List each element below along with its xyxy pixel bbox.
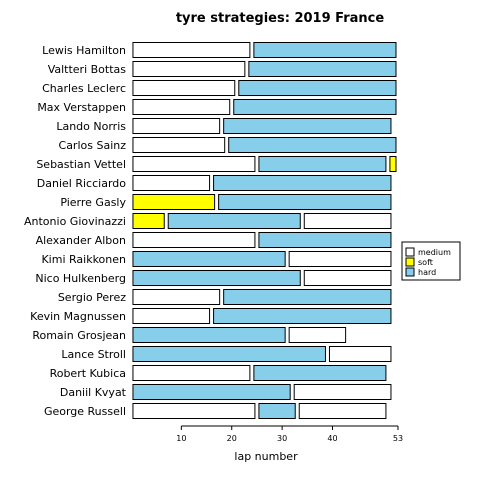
stint-bar-daniel-ricciardo-2-hard	[214, 176, 391, 191]
stint-bar-lando-norris-2-hard	[224, 119, 391, 134]
stint-bar-valtteri-bottas-1-medium	[133, 62, 245, 77]
driver-label-valtteri-bottas: Valtteri Bottas	[48, 63, 127, 76]
stint-bar-lando-norris-1-medium	[133, 119, 220, 134]
stint-bar-antonio-giovinazzi-2-hard	[168, 214, 300, 229]
driver-label-robert-kubica: Robert Kubica	[50, 367, 126, 380]
x-tick-label-53: 53	[393, 434, 403, 443]
driver-label-lewis-hamilton: Lewis Hamilton	[42, 44, 126, 57]
driver-label-kevin-magnussen: Kevin Magnussen	[30, 310, 126, 323]
stint-bar-antonio-giovinazzi-3-medium	[304, 214, 391, 229]
driver-label-alexander-albon: Alexander Albon	[36, 234, 126, 247]
legend-label-hard: hard	[418, 268, 436, 277]
stint-bar-sebastian-vettel-3-soft	[390, 157, 396, 172]
chart-title: tyre strategies: 2019 France	[176, 11, 385, 26]
stint-bar-robert-kubica-2-hard	[254, 366, 386, 381]
stint-bar-daniil-kvyat-1-hard	[133, 385, 290, 400]
x-axis: 10 20 30 40 53	[176, 426, 403, 443]
driver-label-sebastian-vettel: Sebastian Vettel	[36, 158, 126, 171]
driver-label-carlos-sainz: Carlos Sainz	[59, 139, 127, 152]
stint-bar-george-russell-1-medium	[133, 404, 255, 419]
stint-bar-pierre-gasly-1-soft	[133, 195, 215, 210]
driver-label-daniel-ricciardo: Daniel Ricciardo	[37, 177, 126, 190]
stint-bar-charles-leclerc-2-hard	[239, 81, 396, 96]
stint-bar-robert-kubica-1-medium	[133, 366, 250, 381]
stint-bar-carlos-sainz-2-hard	[229, 138, 396, 153]
driver-label-pierre-gasly: Pierre Gasly	[60, 196, 126, 209]
stint-bar-george-russell-3-medium	[299, 404, 386, 419]
stint-bar-daniel-ricciardo-1-medium	[133, 176, 210, 191]
x-tick-label-10: 10	[176, 434, 186, 443]
stint-bar-sebastian-vettel-1-medium	[133, 157, 255, 172]
stint-bar-kimi-raikkonen-2-medium	[289, 252, 391, 267]
stint-bar-lance-stroll-2-medium	[329, 347, 391, 362]
stint-bar-valtteri-bottas-2-hard	[249, 62, 396, 77]
stint-bar-kevin-magnussen-1-medium	[133, 309, 210, 324]
driver-label-george-russell: George Russell	[44, 405, 126, 418]
driver-label-kimi-raikkonen: Kimi Raikkonen	[41, 253, 126, 266]
stint-bar-antonio-giovinazzi-1-soft	[133, 214, 164, 229]
legend-swatch-medium	[406, 248, 414, 256]
driver-label-max-verstappen: Max Verstappen	[37, 101, 126, 114]
driver-label-lando-norris: Lando Norris	[56, 120, 126, 133]
legend-swatch-hard	[406, 268, 414, 276]
stint-bar-sergio-perez-2-hard	[224, 290, 391, 305]
driver-label-daniil-kvyat: Daniil Kvyat	[60, 386, 127, 399]
stint-bar-alexander-albon-2-hard	[259, 233, 391, 248]
stint-bar-george-russell-2-hard	[259, 404, 295, 419]
stint-bar-charles-leclerc-1-medium	[133, 81, 235, 96]
stint-bar-kimi-raikkonen-1-hard	[133, 252, 285, 267]
driver-bars	[133, 43, 396, 419]
x-tick-label-30: 30	[277, 434, 287, 443]
x-axis-title: lap number	[234, 450, 298, 463]
legend-swatch-soft	[406, 258, 414, 266]
x-tick-label-40: 40	[327, 434, 337, 443]
stint-bar-max-verstappen-1-medium	[133, 100, 230, 115]
driver-label-charles-leclerc: Charles Leclerc	[42, 82, 126, 95]
stint-bar-romain-grosjean-2-medium	[289, 328, 345, 343]
driver-label-sergio-perez: Sergio Perez	[58, 291, 126, 304]
stint-bar-pierre-gasly-2-hard	[219, 195, 391, 210]
stint-bar-lewis-hamilton-1-medium	[133, 43, 250, 58]
x-tick-label-20: 20	[227, 434, 237, 443]
stint-bar-sergio-perez-1-medium	[133, 290, 220, 305]
stint-bar-nico-hulkenberg-1-hard	[133, 271, 300, 286]
stint-bar-kevin-magnussen-2-hard	[214, 309, 391, 324]
driver-label-nico-hulkenberg: Nico Hulkenberg	[35, 272, 126, 285]
driver-labels: Lewis Hamilton Valtteri Bottas Charles Lec…	[24, 44, 127, 418]
stint-bar-lewis-hamilton-2-hard	[254, 43, 396, 58]
stint-bar-lance-stroll-1-hard	[133, 347, 326, 362]
stint-bar-romain-grosjean-1-hard	[133, 328, 285, 343]
driver-label-romain-grosjean: Romain Grosjean	[32, 329, 126, 342]
stint-bar-sebastian-vettel-2-hard	[259, 157, 386, 172]
legend-label-medium: medium	[418, 248, 451, 257]
driver-label-antonio-giovinazzi: Antonio Giovinazzi	[24, 215, 126, 228]
stint-bar-daniil-kvyat-2-medium	[294, 385, 391, 400]
stint-bar-max-verstappen-2-hard	[234, 100, 396, 115]
legend-label-soft: soft	[418, 258, 433, 267]
stint-bar-nico-hulkenberg-2-medium	[304, 271, 391, 286]
stint-bar-carlos-sainz-1-medium	[133, 138, 225, 153]
stint-bar-alexander-albon-1-medium	[133, 233, 255, 248]
driver-label-lance-stroll: Lance Stroll	[61, 348, 126, 361]
